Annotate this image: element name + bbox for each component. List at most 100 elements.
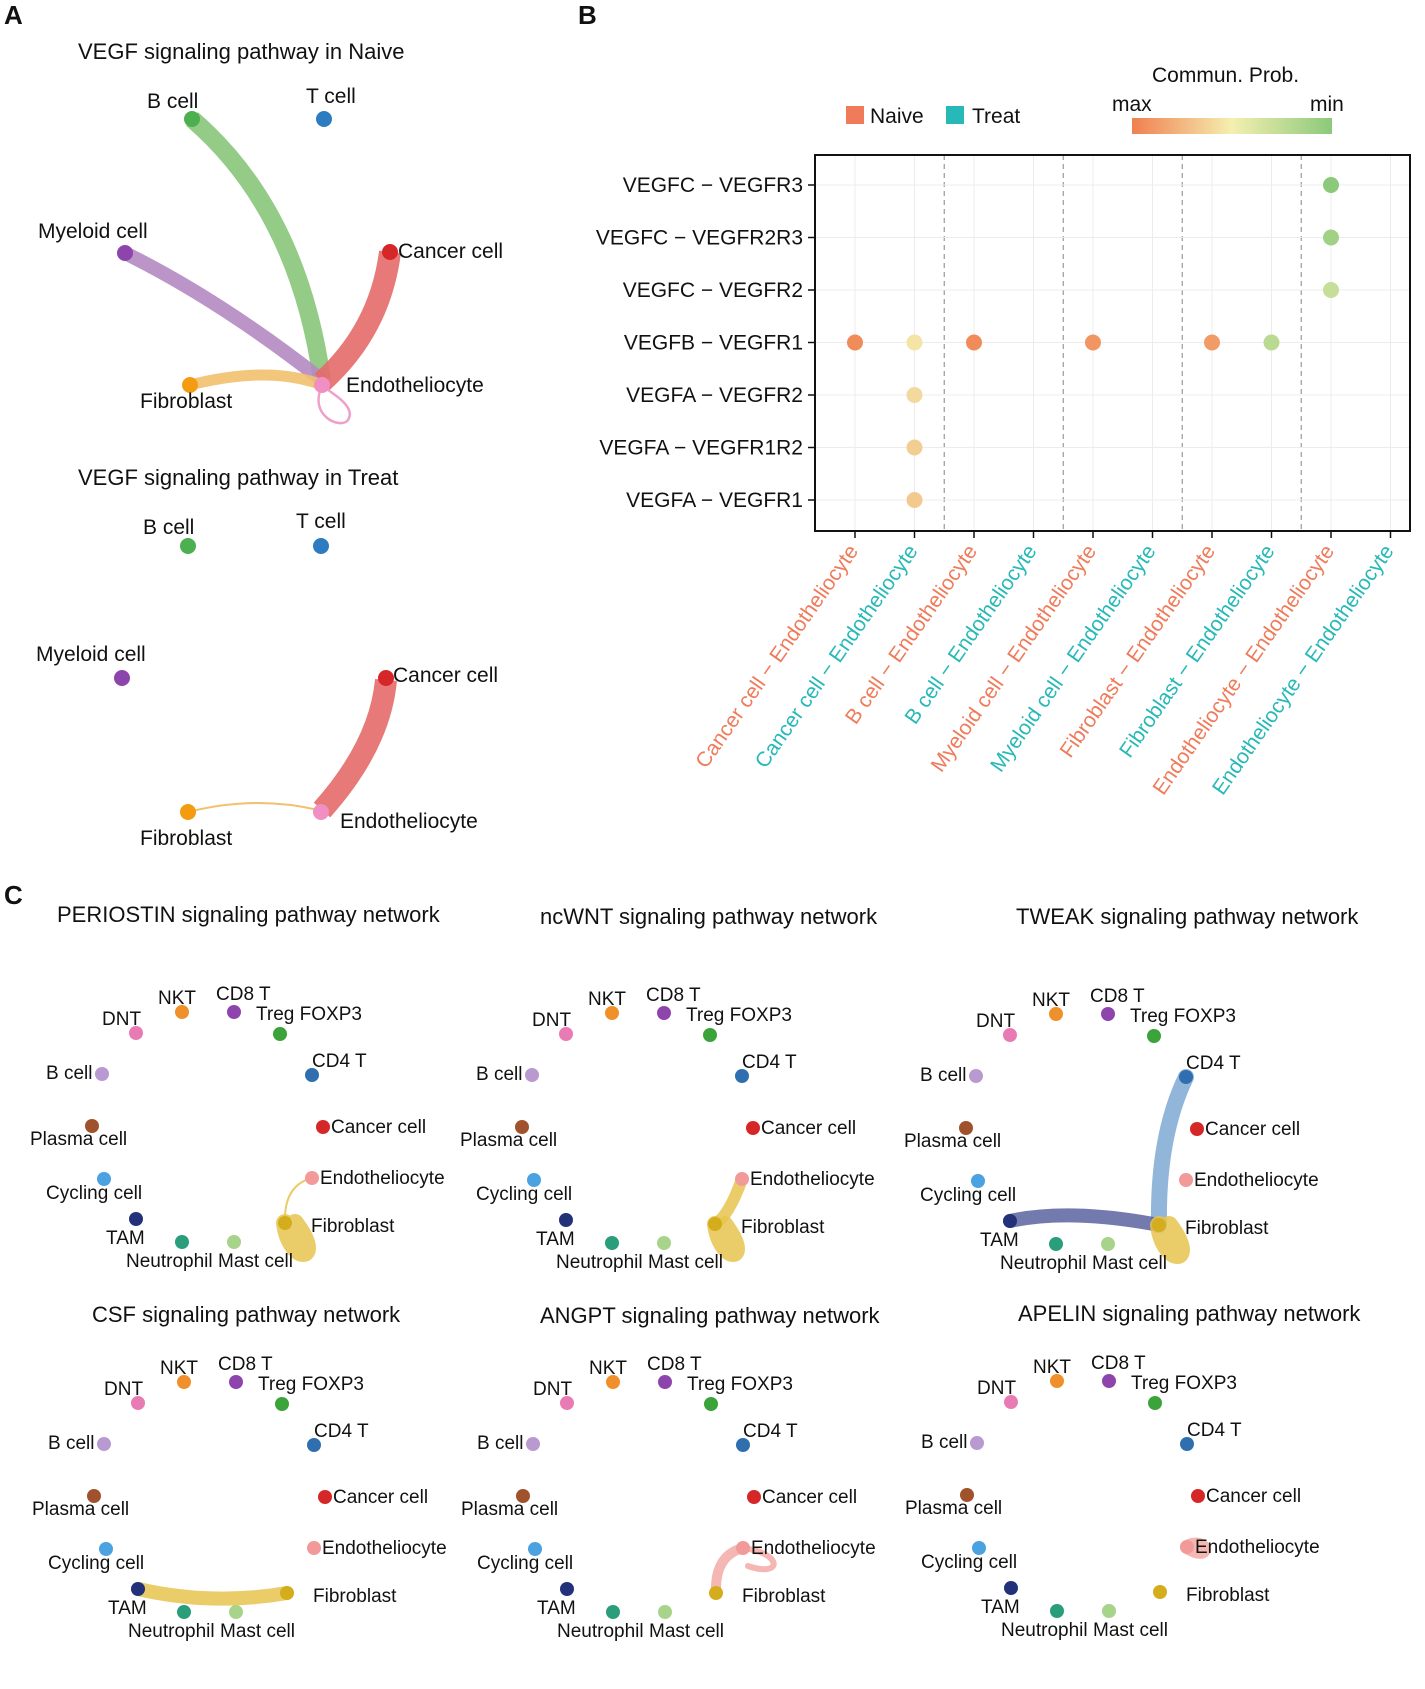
panel-letter-a: A	[4, 0, 23, 30]
network-node	[606, 1605, 620, 1619]
network-node-label: CD4 T	[314, 1421, 369, 1442]
network-node-label: Treg FOXP3	[1131, 1373, 1237, 1394]
network-node	[1179, 1070, 1193, 1084]
network-node	[657, 1236, 671, 1250]
network-node	[273, 1027, 287, 1041]
node-cancer	[382, 244, 398, 260]
network-node-label: B cell	[921, 1432, 967, 1453]
network-title: PERIOSTIN signaling pathway network	[57, 902, 441, 927]
network-node	[1180, 1540, 1194, 1554]
network-node-label: NKT	[588, 989, 626, 1010]
network-node-label: Mast cell	[218, 1251, 293, 1272]
network-node-label: Treg FOXP3	[258, 1374, 364, 1395]
network-node	[280, 1586, 294, 1600]
node-fibroblast-treat	[180, 804, 196, 820]
network-node-label: Cancer cell	[333, 1487, 428, 1508]
network-node	[87, 1489, 101, 1503]
network-node	[1004, 1581, 1018, 1595]
network-node	[658, 1605, 672, 1619]
network-node-label: Treg FOXP3	[687, 1374, 793, 1395]
y-tick-label: VEGFA − VEGFR1R2	[599, 437, 803, 460]
network-title: TWEAK signaling pathway network	[1016, 904, 1359, 929]
network-node-label: TAM	[980, 1230, 1019, 1251]
network-node-label: NKT	[589, 1358, 627, 1379]
y-axis-labels: VEGFC − VEGFR3 VEGFC − VEGFR2R3 VEGFC − VE…	[596, 174, 803, 512]
network-node-label: Plasma cell	[460, 1130, 557, 1151]
network-title: CSF signaling pathway network	[92, 1302, 401, 1327]
label-fibroblast: Fibroblast	[140, 390, 232, 413]
network-node-label: TAM	[108, 1598, 147, 1619]
network-node	[526, 1437, 540, 1451]
network-node-label: Fibroblast	[742, 1586, 826, 1607]
network-node	[735, 1172, 749, 1186]
network-edge-loop	[276, 1214, 316, 1262]
network-node-label: B cell	[46, 1063, 92, 1084]
network-node	[746, 1121, 760, 1135]
panel-c: PERIOSTIN signaling pathway network NKT CD…	[30, 902, 1361, 1642]
network-node-label: Endotheliocyte	[1195, 1537, 1320, 1558]
legend-naive-swatch	[846, 106, 864, 124]
network-node	[1180, 1437, 1194, 1451]
node-tcell	[316, 111, 332, 127]
network-edge	[131, 1582, 294, 1606]
network-node	[1153, 1585, 1167, 1599]
network-edge-loop	[740, 1545, 777, 1573]
network-node-label: Cycling cell	[477, 1553, 573, 1574]
y-tick-label: VEGFA − VEGFR2	[626, 384, 803, 407]
network-node	[1050, 1604, 1064, 1618]
network-node-label: DNT	[976, 1011, 1015, 1032]
network-node-label: TAM	[106, 1228, 145, 1249]
network-node	[305, 1171, 319, 1185]
edge-cancer-endo-treat	[313, 678, 397, 818]
network-node-label: CD8 T	[1090, 986, 1145, 1007]
network-title: APELIN signaling pathway network	[1018, 1301, 1361, 1326]
network-node-label: Neutrophil	[557, 1621, 644, 1642]
network-node	[1101, 1237, 1115, 1251]
network-node-label: Plasma cell	[905, 1498, 1002, 1519]
network-node-label: Endotheliocyte	[751, 1538, 876, 1559]
data-point	[1323, 282, 1339, 298]
network-node-label: DNT	[977, 1378, 1016, 1399]
network-node	[1102, 1374, 1116, 1388]
network-node	[229, 1605, 243, 1619]
network-node	[1050, 1374, 1064, 1388]
network-node-label: Fibroblast	[313, 1586, 397, 1607]
network-node-label: Cancer cell	[762, 1487, 857, 1508]
network-node-label: Cancer cell	[1206, 1486, 1301, 1507]
network-node	[305, 1068, 319, 1082]
data-point	[1204, 334, 1220, 351]
network-node	[1004, 1395, 1018, 1409]
network-node-label: Endotheliocyte	[750, 1169, 875, 1190]
network-edges	[131, 1582, 294, 1606]
network-node	[606, 1375, 620, 1389]
node-cancer-treat	[378, 670, 394, 686]
edge-cancer-endo	[314, 250, 401, 391]
network-node-label: Cycling cell	[921, 1552, 1017, 1573]
network-node-label: TAM	[536, 1229, 575, 1250]
network-node-label: Treg FOXP3	[1130, 1006, 1236, 1027]
data-point	[906, 439, 923, 456]
node-bcell	[184, 111, 200, 127]
network-node	[736, 1438, 750, 1452]
network-panel: ANGPT signaling pathway network NKT CD8 T D…	[461, 1303, 881, 1642]
data-point	[1323, 177, 1339, 193]
network-node	[560, 1396, 574, 1410]
network-node-label: Fibroblast	[311, 1216, 395, 1237]
network-node	[1003, 1214, 1017, 1228]
panel-letter-c: C	[4, 880, 23, 910]
network-node-label: Mast cell	[220, 1621, 295, 1642]
network-node	[318, 1490, 332, 1504]
network-node	[735, 1069, 749, 1083]
network-node	[528, 1542, 542, 1556]
network-panel: TWEAK signaling pathway network NKT CD8 T D…	[904, 904, 1359, 1274]
network-node-label: DNT	[533, 1379, 572, 1400]
treat-title: VEGF signaling pathway in Treat	[78, 465, 398, 490]
network-node	[1102, 1604, 1116, 1618]
network-node-label: Cycling cell	[476, 1184, 572, 1205]
network-node-label: Neutrophil	[128, 1621, 215, 1642]
panel-letter-b: B	[578, 0, 597, 30]
network-node-label: Mast cell	[1093, 1620, 1168, 1641]
network-node-label: Cancer cell	[1205, 1119, 1300, 1140]
network-node	[969, 1069, 983, 1083]
